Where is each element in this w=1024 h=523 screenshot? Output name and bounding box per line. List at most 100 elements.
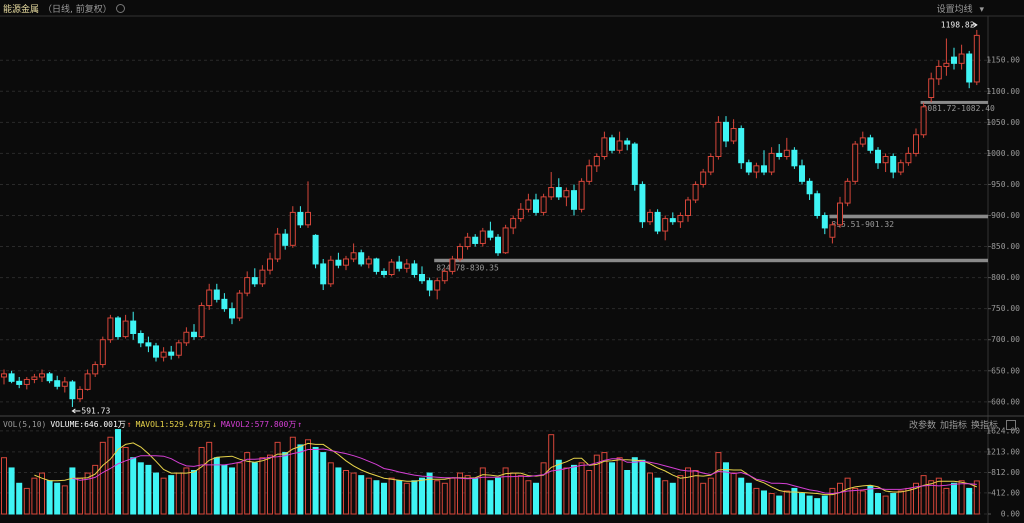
indicator-button[interactable]: 换指标 <box>970 421 998 431</box>
candle-body <box>776 152 783 157</box>
volume-bar <box>548 434 555 515</box>
volume-bar <box>624 470 631 515</box>
candle-body <box>327 259 334 285</box>
volume-bar <box>236 462 243 515</box>
candle-body <box>312 234 319 265</box>
indicator-title: VOL(5,10) <box>3 420 47 429</box>
candle-body <box>457 246 463 260</box>
candle-body <box>821 215 828 229</box>
volume-bar <box>137 462 144 515</box>
candle-body <box>289 211 296 246</box>
candle-body <box>677 215 684 223</box>
candle-body <box>943 62 950 67</box>
gap-label: 824.78-830.35 <box>436 264 499 273</box>
candle-body <box>1 373 7 378</box>
candle-body <box>662 218 669 232</box>
candle-body <box>8 373 15 382</box>
volume-bar <box>821 495 828 515</box>
volume-bar <box>335 467 342 515</box>
volume-bar <box>958 480 965 515</box>
volume-bar <box>350 472 357 515</box>
indicator-button[interactable]: 加指标 <box>939 421 967 431</box>
volume-bar <box>92 464 99 515</box>
candle-body <box>403 263 410 269</box>
volume-bar <box>396 480 403 515</box>
volume-bar <box>882 495 889 515</box>
volume-bar <box>23 487 30 515</box>
volume-bar <box>723 462 729 515</box>
chart-title: 能源金属 <box>3 4 40 15</box>
candle-body <box>875 149 881 164</box>
candle-body <box>783 149 790 157</box>
volume-bar <box>685 467 691 515</box>
volume-bar <box>495 477 501 515</box>
candle-body <box>99 339 106 366</box>
candle-body <box>23 378 30 385</box>
candle-body <box>844 180 851 204</box>
volume-bar <box>61 485 68 515</box>
candle-body <box>669 218 676 223</box>
y-tick-label: 412.00 <box>991 488 1020 497</box>
y-tick-label: 1050.00 <box>986 118 1020 127</box>
volume-bar <box>669 482 676 515</box>
candle-body <box>54 380 61 387</box>
y-tick-label: 900.00 <box>991 211 1020 220</box>
volume-bar <box>510 472 517 515</box>
volume-bar <box>517 475 524 515</box>
candle-body <box>297 211 304 226</box>
volume-bar <box>905 487 912 515</box>
volume-bar <box>1 457 7 515</box>
candle-body <box>16 380 23 385</box>
down-arrow: ↓ <box>212 420 217 429</box>
candle-body <box>381 270 387 276</box>
volume-bar <box>153 472 159 515</box>
candle-body <box>46 373 53 382</box>
candle-body <box>814 193 821 216</box>
volume-bar <box>829 487 836 515</box>
volume-bar <box>943 487 950 515</box>
volume-bar <box>259 457 266 515</box>
candle-body <box>244 277 251 294</box>
volume-bar <box>472 477 479 515</box>
candle-body <box>768 152 775 173</box>
volume-bar <box>168 475 175 515</box>
mavol2-label: MAVOL2:577.800万 <box>220 420 297 429</box>
volume-bar <box>403 482 410 515</box>
volume-bar <box>890 493 897 515</box>
ma-line <box>72 448 977 495</box>
candle-body <box>852 143 859 182</box>
volume-bar <box>928 480 935 515</box>
indicator-button[interactable]: 改参数 <box>908 421 936 431</box>
candle-body <box>282 233 289 246</box>
candle-body <box>707 155 714 173</box>
ma-settings-label[interactable]: 设置均线 <box>936 4 973 15</box>
volume-bar <box>54 482 61 515</box>
y-tick-label: 812.00 <box>991 468 1020 477</box>
volume-bar <box>920 475 927 515</box>
candle-body <box>365 258 372 265</box>
candle-body <box>647 211 653 223</box>
ma-settings-button[interactable]: 设置均线 ▾ <box>936 4 984 15</box>
candle-body <box>723 121 729 142</box>
gap-band <box>829 214 988 219</box>
volume-bar <box>913 482 919 515</box>
candle-body <box>426 280 433 291</box>
max-label: 1198.82 <box>941 20 975 29</box>
top-bar: 能源金属 （日线, 前复权） 设置均线 ▾ <box>0 1 1024 15</box>
expand-icon[interactable] <box>1006 419 1016 430</box>
volume-bar <box>419 477 425 515</box>
candle-body <box>175 342 182 356</box>
candle-body <box>761 165 767 173</box>
volume-bar <box>593 454 600 515</box>
settings-icon[interactable] <box>115 3 125 13</box>
candle-body <box>654 211 661 232</box>
y-tick-label: 600.00 <box>991 397 1020 406</box>
candle-body <box>449 258 456 272</box>
up-arrow: ↑ <box>297 420 303 429</box>
volume-bar <box>806 495 813 515</box>
volume-bar <box>8 467 15 515</box>
candle-body <box>373 258 380 272</box>
volume-bar <box>707 477 714 515</box>
candle-body <box>791 149 798 167</box>
candle-body <box>168 351 175 356</box>
